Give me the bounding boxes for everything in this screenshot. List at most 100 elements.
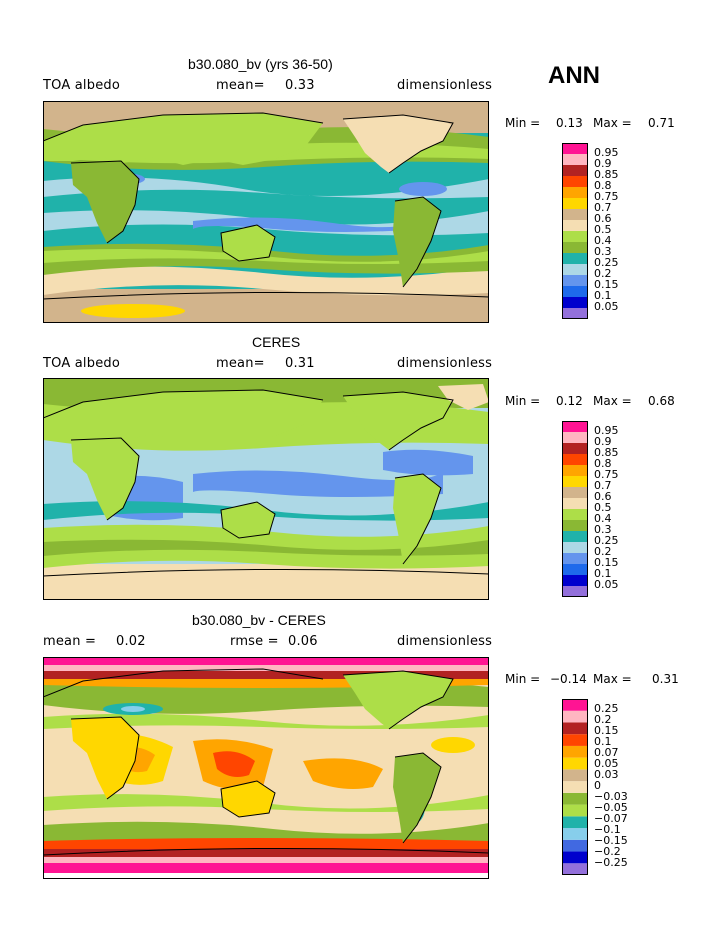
land-africa [71,717,139,799]
legend-label: 0.2 [594,267,612,280]
colorbar-swatch [562,465,588,476]
season-label: ANN [548,62,600,89]
panel1-title: b30.080_bv (yrs 36-50) [188,56,333,72]
colorbar-swatch [562,745,588,758]
colorbar-swatch [562,308,588,319]
legend-label: −0.03 [594,790,628,803]
legend-label: 0.03 [594,768,619,781]
pattern-orange-atlantic [431,737,475,753]
colorbar-swatch [562,804,588,817]
legend-label: 0.85 [594,168,619,181]
coastline [43,668,489,856]
band-southern-dkgreen [43,539,489,556]
colorbar-swatch [562,851,588,864]
land-south-america [393,197,441,287]
band-south-lightpink [43,857,489,863]
panel3-max-value: 0.31 [652,672,679,686]
colorbar-swatch [562,542,588,553]
band-north-lightpink [43,665,489,671]
land-antarctic-yellow [81,304,185,318]
band-southern-ocean [43,266,489,296]
colorbar-swatch [562,781,588,793]
panel3-colorbar [562,699,588,875]
land-south-america [393,474,441,564]
panel2-max-value: 0.68 [648,394,675,408]
pattern-blue-north [121,706,145,712]
panel1-units: dimensionless [397,78,493,93]
colorbar-swatch [562,839,588,852]
panel2-min-value: 0.12 [556,394,583,408]
colorbar-swatch [562,710,588,723]
pattern-red-maritime [213,751,255,777]
colorbar-swatch [562,509,588,520]
colorbar-swatch [562,531,588,542]
coastline [43,112,489,300]
land-africa [71,438,139,520]
colorbar-swatch [562,275,588,286]
colorbar-swatch [562,757,588,770]
panel1-map [43,101,489,323]
legend-label: −0.1 [594,823,621,836]
panel3-max-label: Max = [593,672,632,686]
legend-label: 0.95 [594,424,619,437]
panel3-mean-value: 0.02 [116,634,146,649]
panel3-rmse-value: 0.06 [288,634,318,649]
legend-label: 0.1 [594,735,612,748]
colorbar-swatch [562,297,588,308]
panel1-mean-label: mean= [216,78,265,93]
colorbar-swatch [562,734,588,746]
colorbar-swatch [562,242,588,253]
band-south-orange [43,838,489,849]
panel2-title: CERES [252,334,301,350]
panel3-title: b30.080_bv - CERES [192,612,326,628]
legend-label: 0.15 [594,278,619,291]
panel1-min-value: 0.13 [556,116,583,130]
colorbar-swatch [562,575,588,586]
colorbar-swatch [562,553,588,564]
colorbar-swatch [562,722,588,735]
panel3-units: dimensionless [397,634,493,649]
legend-label: 0.2 [594,545,612,558]
legend-label: 0.7 [594,479,612,492]
colorbar-swatch [562,198,588,209]
legend-label: 0.2 [594,713,612,726]
band-tropic-blue-1 [193,470,443,497]
colorbar-swatch [562,165,588,176]
legend-label: 0.95 [594,146,619,159]
legend-label: 0.3 [594,245,612,258]
panel2-mean-label: mean= [216,356,265,371]
land-australia [221,781,275,817]
colorbar-swatch [562,520,588,531]
legend-label: 0.8 [594,179,612,192]
legend-label: 0 [594,779,601,792]
colorbar-swatch [562,143,588,154]
legend-label: 0.07 [594,746,619,759]
blob-blue-pacific [399,182,447,196]
panel2-colorbar [562,421,588,597]
panel1-max-label: Max = [593,116,632,130]
colorbar-swatch [562,586,588,597]
band-tropic-lightblue-1 [43,177,489,199]
legend-label: 0.75 [594,190,619,203]
colorbar-swatch [562,487,588,498]
legend-label: −0.05 [594,801,628,814]
legend-label: 0.1 [594,567,612,580]
colorbar-swatch [562,286,588,297]
land-north-america [343,671,453,729]
colorbar-swatch [562,209,588,220]
legend-label: 0.4 [594,234,612,247]
coastline [43,389,489,577]
land-north-america [343,392,453,450]
legend-label: 0.8 [594,457,612,470]
colorbar-swatch [562,264,588,275]
legend-label: 0.1 [594,289,612,302]
colorbar-swatch [562,432,588,443]
colorbar-swatch [562,253,588,264]
legend-label: 0.25 [594,534,619,547]
legend-label: 0.7 [594,201,612,214]
colorbar-swatch [562,421,588,432]
legend-label: 0.25 [594,256,619,269]
panel1-colorbar [562,143,588,319]
colorbar-swatch [562,699,588,711]
panel3-min-label: Min = [505,672,541,686]
